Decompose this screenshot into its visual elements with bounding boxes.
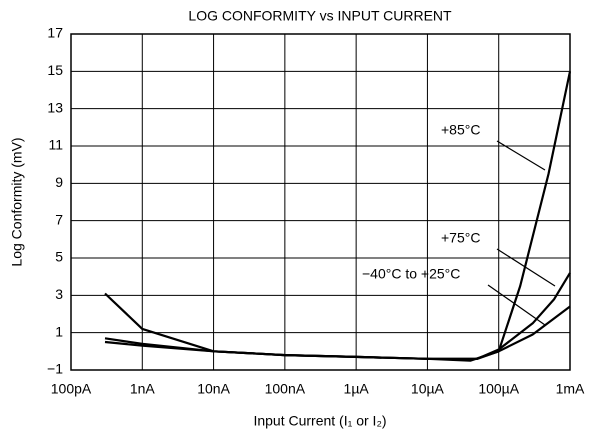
x-tick-label: 100pA [51,381,92,397]
series-label: −40°C to +25°C [362,266,460,282]
y-tick-label: 11 [48,137,63,153]
y-tick-label: 15 [47,62,63,78]
y-tick-label: 13 [47,99,63,115]
series-label: +85°C [441,122,480,138]
x-tick-label: 1µA [344,381,370,397]
x-tick-label: 1nA [130,381,156,397]
x-tick-label: 100µA [478,381,519,397]
series-line [104,305,571,362]
y-tick-label: 9 [55,174,63,190]
y-axis-label: Log Conformity (mV) [9,137,25,266]
series-line [104,71,572,360]
x-axis-label: Input Current (I₁ or I₂) [253,413,386,429]
arrow [496,140,546,171]
x-tick-label: 1mA [556,381,585,397]
x-tick-label: 100nA [265,381,306,397]
x-tick-label: 10µA [411,381,445,397]
y-tick-label: 1 [55,323,63,339]
chart-title: LOG CONFORMITY vs INPUT CURRENT [188,8,452,24]
y-tick-label: −1 [47,361,63,377]
y-tick-label: 5 [55,249,63,265]
plot-frame [70,33,571,371]
arrow [487,284,546,326]
x-tick-label: 10nA [197,381,230,397]
y-tick-label: 7 [55,211,63,227]
y-tick-label: 3 [55,286,63,302]
y-tick-label: 17 [47,25,63,41]
series-label: +75°C [441,230,480,246]
